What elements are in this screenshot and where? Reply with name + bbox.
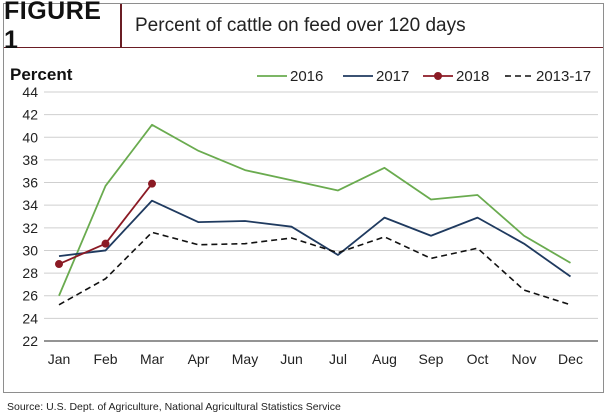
legend-label: 2017	[376, 68, 409, 85]
y-tick-label: 40	[22, 129, 38, 145]
x-tick-label: Apr	[188, 351, 210, 367]
figure-label: FIGURE 1	[4, 0, 122, 54]
x-tick-label: Sep	[419, 351, 444, 367]
x-tick-label: Jul	[329, 351, 347, 367]
legend-item-2013-17: 2013-17	[505, 68, 591, 85]
figure-title: Percent of cattle on feed over 120 days	[135, 14, 466, 36]
y-tick-label: 32	[22, 220, 38, 236]
x-tick-label: Dec	[558, 351, 583, 367]
series-line-2018	[58, 183, 153, 265]
figure-card: FIGURE 1 Percent of cattle on feed over …	[3, 0, 604, 393]
legend-marker	[434, 72, 442, 80]
y-tick-label: 24	[22, 310, 38, 326]
y-tick-label: 44	[22, 84, 38, 100]
x-tick-label: Nov	[512, 351, 537, 367]
x-tick-label: Feb	[93, 351, 117, 367]
data-point-2018	[55, 260, 63, 269]
x-tick-label: Oct	[467, 351, 489, 367]
legend-item-2018: 2018	[423, 68, 489, 85]
x-tick-label: Mar	[140, 351, 164, 367]
y-tick-label: 38	[22, 152, 38, 168]
series-line-2017	[58, 199, 572, 278]
data-point-2018	[101, 239, 110, 248]
data-point-2018	[148, 179, 156, 188]
y-tick-label: 22	[22, 333, 38, 349]
x-tick-label: Aug	[372, 351, 397, 367]
x-tick-label: May	[232, 351, 258, 367]
axis-labels: 22 24 26 28 30 32 34 36 38 40 42 44 Jan Feb Mar Apr May J…	[22, 84, 583, 367]
legend-label: 2013-17	[536, 68, 591, 85]
y-tick-label: 42	[22, 107, 38, 123]
figure-header: FIGURE 1 Percent of cattle on feed over …	[4, 0, 603, 54]
y-tick-label: 36	[22, 175, 38, 191]
legend-item-2017: 2017	[343, 68, 409, 85]
y-tick-label: 34	[22, 197, 38, 213]
series-lines	[55, 123, 572, 306]
y-tick-label: 30	[22, 242, 38, 258]
legend-label: 2018	[456, 68, 489, 85]
y-axis-title: Percent	[10, 65, 73, 84]
legend: 2016 2017 2018 2013-17	[257, 68, 591, 85]
x-tick-label: Jun	[280, 351, 303, 367]
series-line-2016	[58, 123, 571, 297]
series-line-2013-17	[58, 231, 571, 306]
chart-svg: Percent 22 24 26 28 30 32 34 36 38 40 42 44 Jan Feb Ma…	[10, 65, 598, 367]
legend-label: 2016	[290, 68, 323, 85]
y-tick-label: 26	[22, 288, 38, 304]
legend-item-2016: 2016	[257, 68, 323, 85]
source-note: Source: U.S. Dept. of Agriculture, Natio…	[7, 401, 341, 413]
y-tick-label: 28	[22, 265, 38, 281]
x-tick-label: Jan	[48, 351, 71, 367]
